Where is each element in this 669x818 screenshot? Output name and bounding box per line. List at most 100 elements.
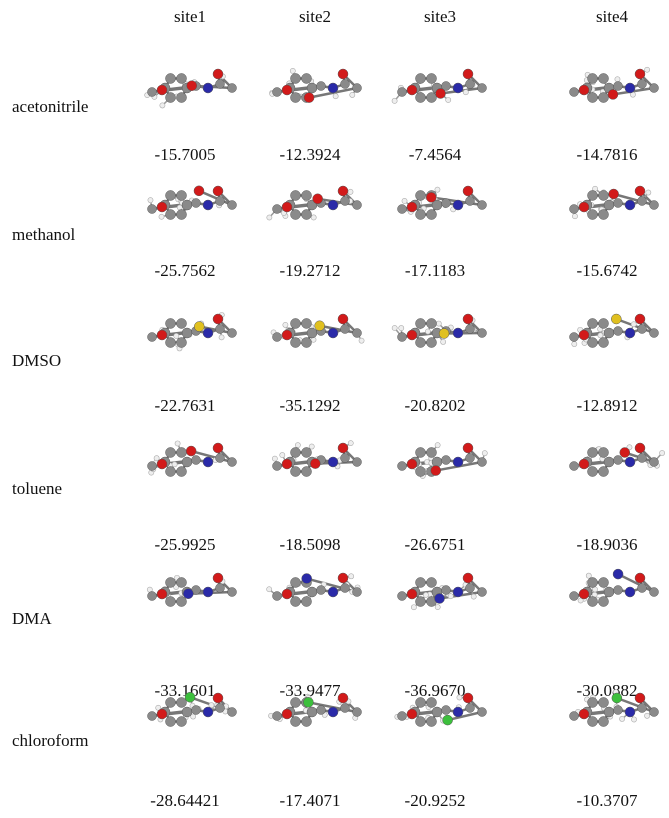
molecule	[570, 314, 659, 348]
atom	[588, 318, 598, 328]
atom	[588, 73, 598, 83]
atom	[282, 459, 292, 469]
atom	[398, 333, 407, 342]
atom	[228, 329, 237, 338]
atom	[613, 569, 623, 579]
atom	[166, 190, 176, 200]
atom	[453, 83, 463, 93]
atom	[570, 592, 579, 601]
atom	[291, 597, 301, 607]
atom	[650, 588, 659, 597]
atom	[328, 707, 338, 717]
atom	[177, 597, 187, 607]
atom	[650, 708, 659, 717]
molecule	[270, 68, 362, 102]
atom	[588, 597, 598, 607]
atom	[282, 85, 292, 95]
atom	[307, 83, 317, 93]
atom	[273, 592, 282, 601]
atom	[177, 717, 187, 727]
cell-value: -15.6742	[577, 261, 638, 280]
atom	[635, 69, 645, 79]
atom	[228, 588, 237, 597]
atom	[463, 69, 473, 79]
atom	[466, 80, 475, 89]
hydrogen	[309, 444, 314, 449]
atom	[453, 707, 463, 717]
cell-value: -22.7631	[155, 396, 216, 415]
hydrogen	[172, 462, 177, 467]
atom	[427, 318, 437, 328]
atom	[213, 69, 223, 79]
atom	[302, 210, 312, 220]
atom	[166, 717, 176, 727]
atom	[635, 186, 645, 196]
hydrogen	[586, 573, 591, 578]
atom	[570, 712, 579, 721]
atom	[203, 83, 213, 93]
atom	[599, 597, 609, 607]
molecule	[398, 186, 487, 220]
molecule	[272, 441, 361, 477]
atom	[302, 574, 312, 584]
cell-value: -20.9252	[405, 791, 466, 810]
atom	[635, 573, 645, 583]
atom	[427, 93, 437, 103]
atom	[341, 80, 350, 89]
hydrogen	[463, 90, 468, 95]
molecule	[570, 67, 659, 102]
hydrogen	[311, 215, 316, 220]
atom	[148, 88, 157, 97]
hydrogen	[448, 594, 453, 599]
atom	[579, 589, 589, 599]
row-label: DMA	[12, 609, 52, 628]
atom	[182, 707, 192, 717]
atom	[194, 322, 204, 332]
atom	[177, 318, 187, 328]
atom	[579, 709, 589, 719]
row-label: DMSO	[12, 351, 61, 370]
atom	[182, 200, 192, 210]
hydrogen	[283, 322, 288, 327]
atom	[338, 314, 348, 324]
atom	[599, 717, 609, 727]
cell-value: -12.8912	[577, 396, 638, 415]
hydrogen	[159, 214, 164, 219]
atom	[338, 186, 348, 196]
hydrogen	[392, 98, 397, 103]
atom	[291, 577, 301, 587]
molecule	[147, 573, 236, 607]
cell-value: -10.3707	[577, 791, 638, 810]
atom	[604, 457, 614, 467]
atom	[416, 318, 426, 328]
atom	[638, 325, 647, 334]
atom	[304, 93, 314, 103]
atom	[588, 447, 598, 457]
atom	[416, 467, 426, 477]
hydrogen	[471, 594, 476, 599]
atom	[431, 466, 441, 476]
cell-value: -17.1183	[405, 261, 465, 280]
atom	[407, 589, 417, 599]
atom	[416, 717, 426, 727]
atom	[588, 338, 598, 348]
atom	[427, 447, 437, 457]
atom	[442, 199, 451, 208]
atom	[187, 81, 197, 91]
row-label: toluene	[12, 479, 62, 498]
atom	[443, 715, 453, 725]
atom	[407, 459, 417, 469]
hydrogen	[631, 322, 636, 327]
atom	[570, 462, 579, 471]
atom	[442, 456, 451, 465]
hydrogen	[349, 574, 354, 579]
atom	[317, 586, 326, 595]
atom	[194, 186, 204, 196]
atom	[604, 200, 614, 210]
atom	[599, 210, 609, 220]
atom	[599, 318, 609, 328]
atom	[302, 717, 312, 727]
hydrogen	[348, 441, 353, 446]
column-header: site4	[596, 7, 629, 26]
atom	[579, 330, 589, 340]
